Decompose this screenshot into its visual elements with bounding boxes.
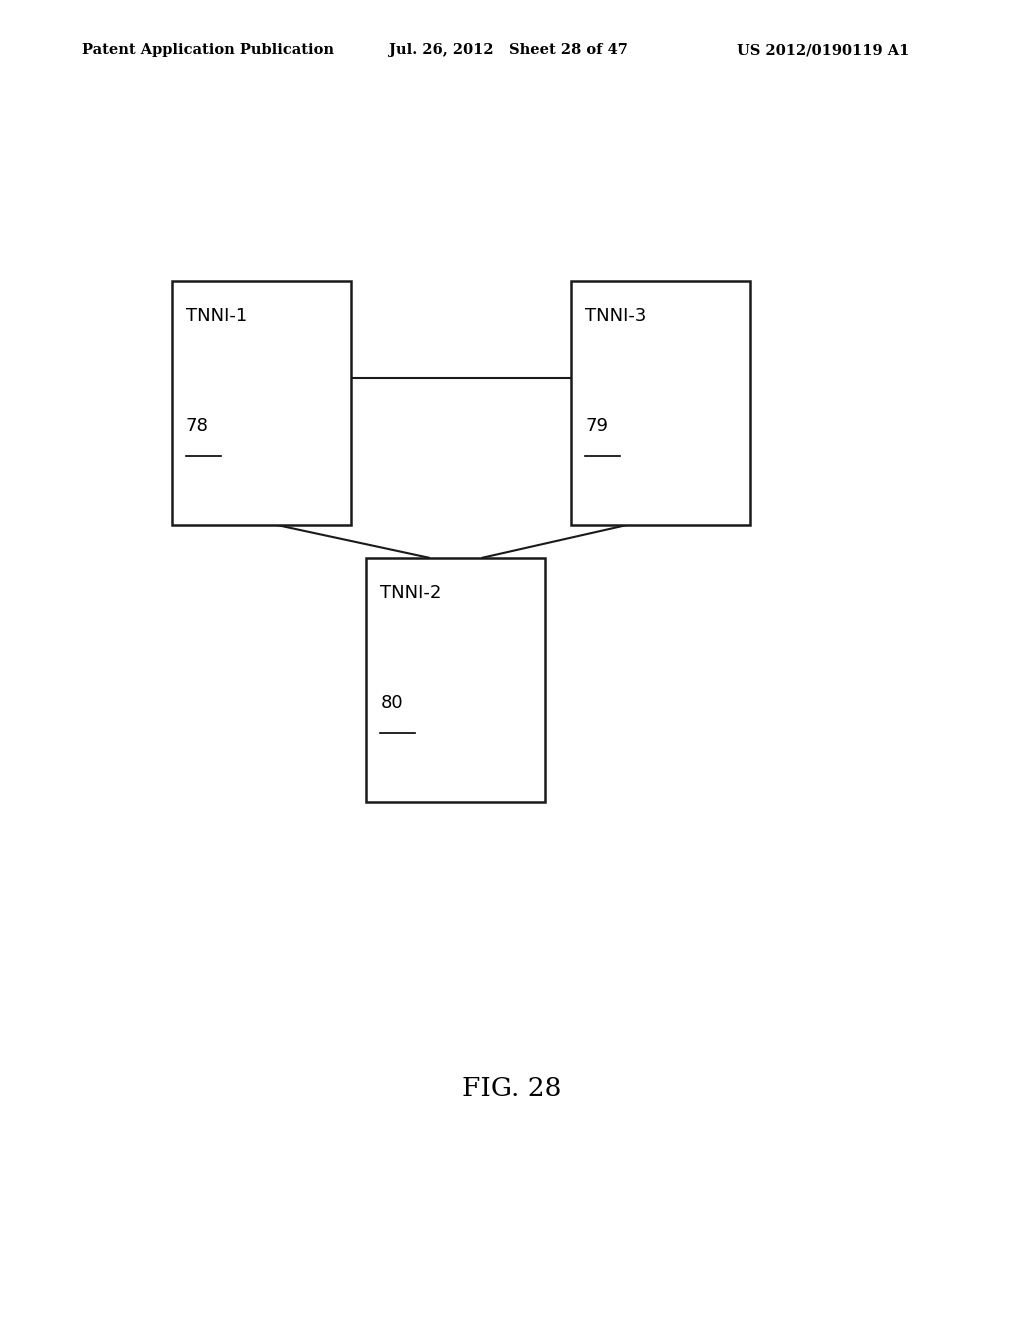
Text: TNNI-3: TNNI-3 [586, 308, 646, 325]
Text: TNNI-1: TNNI-1 [186, 308, 247, 325]
FancyBboxPatch shape [367, 558, 545, 803]
Text: Jul. 26, 2012   Sheet 28 of 47: Jul. 26, 2012 Sheet 28 of 47 [389, 44, 628, 57]
Text: Patent Application Publication: Patent Application Publication [82, 44, 334, 57]
Text: US 2012/0190119 A1: US 2012/0190119 A1 [737, 44, 909, 57]
Text: 78: 78 [186, 417, 209, 436]
Text: 80: 80 [381, 694, 403, 713]
Text: 79: 79 [586, 417, 608, 436]
FancyBboxPatch shape [172, 281, 350, 525]
FancyBboxPatch shape [571, 281, 750, 525]
Text: TNNI-2: TNNI-2 [381, 583, 441, 602]
Text: FIG. 28: FIG. 28 [462, 1077, 562, 1101]
